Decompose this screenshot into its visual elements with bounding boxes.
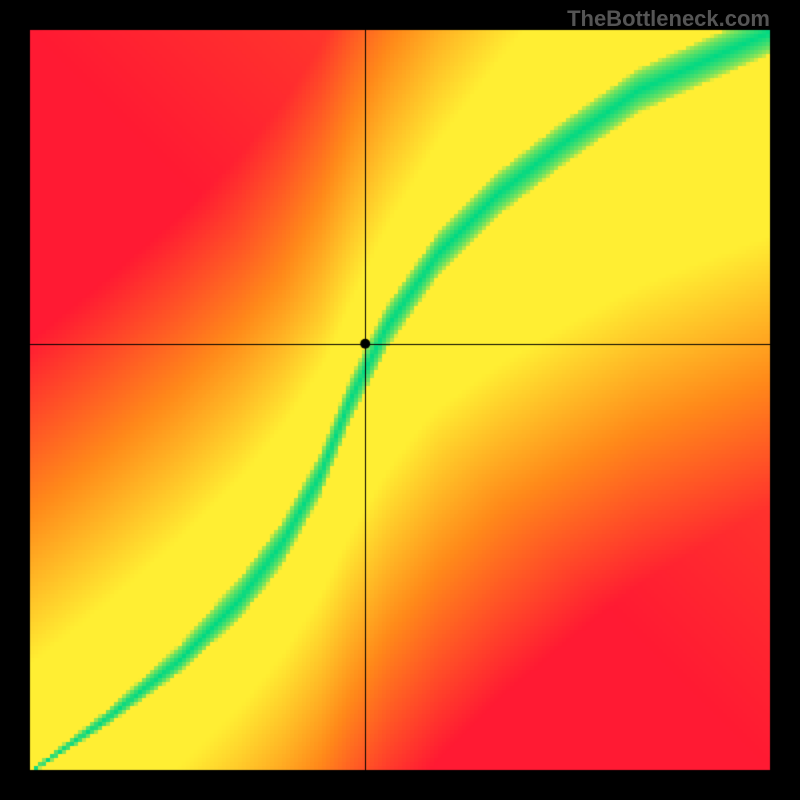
- bottleneck-heatmap: [0, 0, 800, 800]
- watermark-text: TheBottleneck.com: [567, 6, 770, 32]
- chart-container: TheBottleneck.com: [0, 0, 800, 800]
